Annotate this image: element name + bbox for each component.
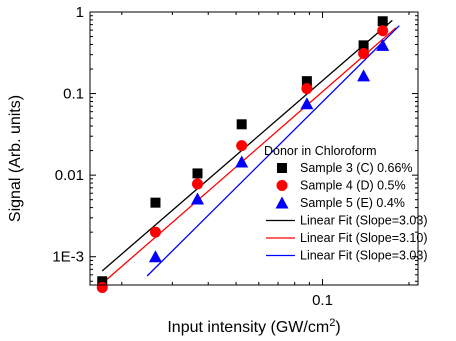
data-point-s3-7	[377, 16, 388, 27]
fit-line-3	[146, 25, 400, 277]
legend-label-3: Sample 5 (E) 0.4%	[300, 196, 405, 210]
x-axis-label-superscript: 2	[329, 317, 335, 329]
data-point-s5-5	[357, 69, 371, 82]
x-axis-label-end: )	[335, 319, 340, 336]
data-point-s4-7	[377, 25, 389, 37]
data-point-s5-1	[148, 250, 162, 263]
legend-marker-3	[275, 196, 289, 209]
fit-line-1	[101, 19, 393, 272]
data-point-s4-2	[149, 226, 161, 238]
data-point-s5-2	[191, 192, 205, 205]
data-point-s3-2	[150, 197, 161, 208]
data-point-s3-6	[358, 40, 369, 51]
x-tick-label: 0.1	[312, 292, 333, 309]
legend-label-2: Sample 4 (D) 0.5%	[300, 179, 406, 193]
data-point-s3-5	[301, 76, 312, 87]
legend: Donor in Chloroform Sample 3 (C) 0.66% Sa…	[264, 144, 428, 263]
x-axis-label-main: Input intensity (GW/cm	[167, 319, 329, 336]
legend-fit-label-1: Linear Fit (Slope=3.03)	[300, 214, 428, 228]
legend-fit-label-2: Linear Fit (Slope=3.10)	[300, 231, 428, 245]
plot-frame	[89, 11, 419, 286]
data-point-s4-4	[236, 140, 248, 152]
axis-ticks	[90, 11, 418, 285]
data-point-s3-3	[192, 168, 203, 179]
data-point-s5-6	[376, 38, 390, 51]
x-axis-label: Input intensity (GW/cm2)	[167, 317, 340, 336]
data-point-s5-4	[300, 97, 314, 110]
data-point-s3-4	[236, 119, 247, 130]
data-point-s4-6	[358, 47, 370, 59]
data-point-s3-1	[97, 276, 108, 287]
legend-title: Donor in Chloroform	[264, 144, 377, 158]
fit-lines-group	[101, 19, 400, 284]
y-tick-label: 0.1	[63, 86, 84, 103]
y-tick-label: 1	[76, 4, 84, 21]
data-point-s4-5	[301, 83, 313, 95]
legend-fit-label-3: Linear Fit (Slope=3.03)	[300, 249, 428, 263]
legend-marker-1	[277, 163, 287, 173]
legend-marker-2	[276, 180, 288, 191]
data-point-s5-3	[235, 155, 249, 168]
data-point-s4-3	[192, 178, 204, 190]
tick-labels-group: 1 0.1 0.01 1E-3 0.1	[52, 4, 333, 309]
markers-group	[96, 16, 390, 293]
fit-line-2	[101, 27, 397, 284]
y-tick-label: 1E-3	[52, 249, 84, 266]
y-axis-label: Signal (Arb. units)	[7, 95, 24, 222]
data-point-s4-1	[96, 281, 108, 293]
y-tick-label: 0.01	[55, 167, 84, 184]
legend-label-1: Sample 3 (C) 0.66%	[300, 161, 413, 175]
